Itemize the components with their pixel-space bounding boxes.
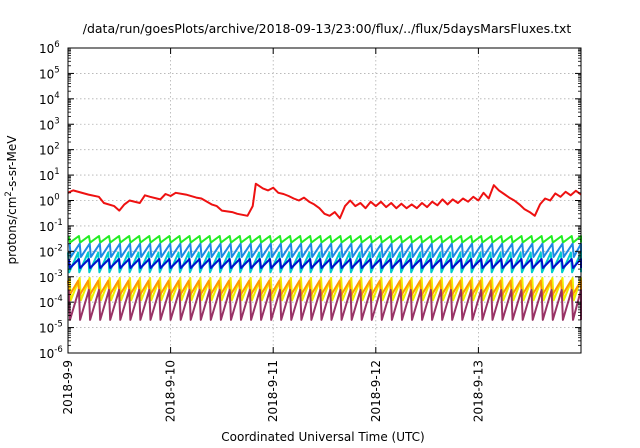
y-tick-label: 106	[39, 40, 60, 56]
y-tick-label: 10-4	[39, 294, 63, 310]
y-tick-label-base: 10	[39, 195, 54, 209]
y-axis-label: protons/cm2-s-sr-MeV	[4, 135, 19, 265]
y-axis-label-sup: 2	[4, 191, 14, 196]
y-tick-label-base: 10	[39, 347, 54, 361]
y-tick-label-exp: -5	[54, 320, 62, 330]
y-axis-label-main: protons/cm	[5, 197, 19, 265]
y-tick-label-exp: 6	[54, 40, 59, 50]
series-line	[67, 289, 582, 321]
y-tick-label-exp: 4	[54, 91, 59, 101]
x-tick-label: 2018-9-12	[369, 360, 383, 422]
y-tick-label: 100	[39, 193, 60, 209]
y-tick-label-exp: -2	[54, 243, 62, 253]
y-tick-label-exp: -6	[54, 345, 62, 355]
y-axis-label-tail: -s-sr-MeV	[5, 135, 19, 191]
y-tick-label-exp: -3	[54, 269, 62, 279]
y-tick-label-exp: 0	[54, 193, 59, 203]
y-tick-label: 102	[39, 142, 60, 158]
y-tick-label: 105	[39, 65, 60, 81]
series-line	[67, 258, 582, 269]
x-axis-label: Coordinated Universal Time (UTC)	[221, 430, 424, 444]
y-tick-label-base: 10	[39, 322, 54, 336]
y-tick-label-base: 10	[39, 67, 54, 81]
y-tick-label: 10-5	[39, 320, 63, 336]
y-tick-label-base: 10	[39, 118, 54, 132]
y-tick-label: 104	[39, 91, 60, 107]
y-tick-label: 10-2	[39, 243, 63, 259]
x-tick-label: 2018-9-11	[266, 360, 280, 422]
y-tick-label: 10-3	[39, 269, 63, 285]
y-tick-label: 10-1	[39, 218, 63, 234]
x-tick-label: 2018-9-10	[164, 360, 178, 422]
y-tick-label-exp: 3	[54, 116, 59, 126]
chart-title: /data/run/goesPlots/archive/2018-09-13/2…	[83, 21, 572, 36]
y-tick-label: 101	[39, 167, 60, 183]
y-tick-label-base: 10	[39, 169, 54, 183]
y-tick-label-base: 10	[39, 245, 54, 259]
y-tick-label-base: 10	[39, 296, 54, 310]
x-tick-label: 2018-9-9	[61, 360, 75, 414]
series-line	[67, 251, 582, 274]
y-tick-label-exp: 1	[54, 167, 59, 177]
series-line	[67, 279, 582, 297]
y-tick-label-exp: -4	[54, 294, 62, 304]
y-tick-label-base: 10	[39, 144, 54, 158]
series-line	[67, 182, 582, 220]
series-lines	[67, 182, 582, 321]
y-tick-label-exp: 2	[54, 142, 59, 152]
y-tick-label-base: 10	[39, 220, 54, 234]
y-tick-label-base: 10	[39, 93, 54, 107]
y-tick-label-exp: 5	[54, 65, 59, 75]
x-tick-label: 2018-9-13	[471, 360, 485, 422]
series-line	[68, 242, 582, 258]
axis-ticks: 10-610-510-410-310-210-11001011021031041…	[39, 40, 581, 422]
y-tick-label: 10-6	[39, 345, 63, 361]
y-tick-label-base: 10	[39, 271, 54, 285]
series-line	[67, 235, 582, 244]
y-tick-label-exp: -1	[54, 218, 62, 228]
y-tick-label: 103	[39, 116, 60, 132]
y-tick-label-base: 10	[39, 42, 54, 56]
